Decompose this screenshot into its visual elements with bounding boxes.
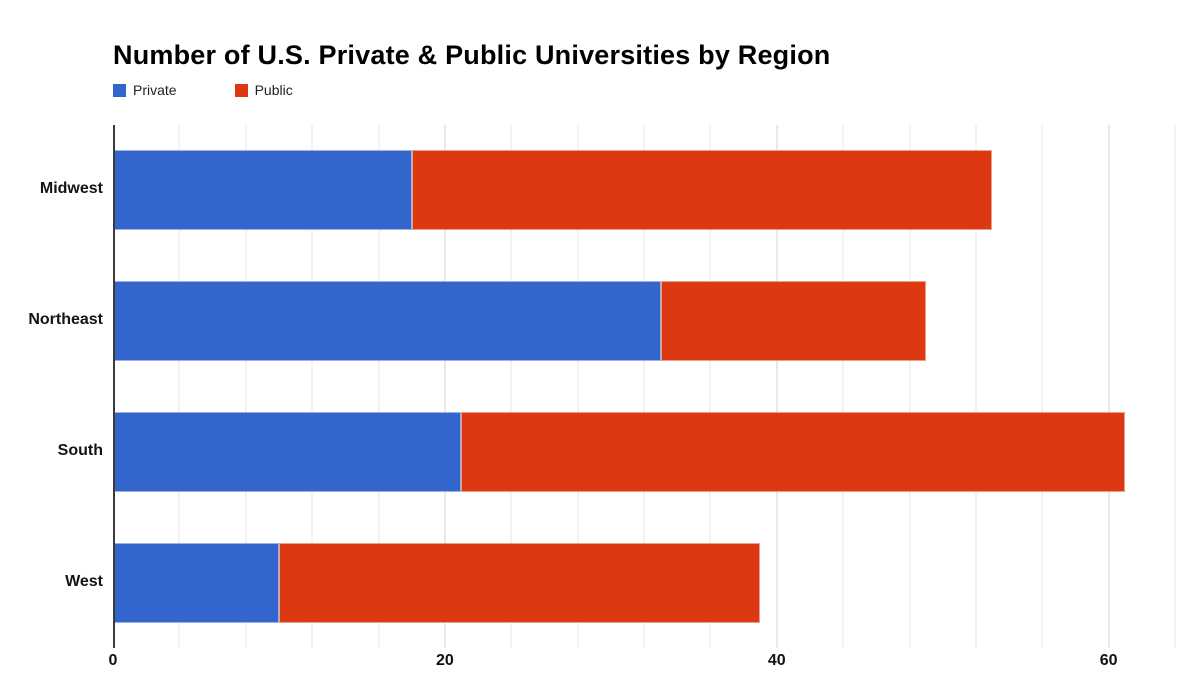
minor-gridline bbox=[709, 125, 712, 648]
bar-segment-northeast-public bbox=[660, 281, 927, 362]
x-tick-label-60: 60 bbox=[1099, 652, 1118, 669]
major-gridline bbox=[443, 125, 446, 648]
minor-gridline bbox=[510, 125, 513, 648]
legend: Private Public bbox=[113, 82, 293, 98]
legend-label-public: Public bbox=[254, 82, 293, 98]
bar-segment-south-public bbox=[461, 411, 1126, 492]
minor-gridline bbox=[576, 125, 579, 648]
minor-gridline bbox=[1041, 125, 1044, 648]
x-tick-label-0: 0 bbox=[108, 652, 118, 669]
bar-segment-midwest-public bbox=[411, 150, 993, 231]
bar-segment-south-private bbox=[113, 411, 462, 492]
category-label-south: South bbox=[57, 441, 103, 459]
minor-gridline bbox=[643, 125, 646, 648]
category-label-northeast: Northeast bbox=[28, 311, 103, 329]
bar-south bbox=[113, 411, 1126, 492]
bar-segment-west-public bbox=[278, 542, 761, 623]
bar-segment-northeast-private bbox=[113, 281, 661, 362]
category-label-west: West bbox=[65, 572, 103, 590]
legend-item-public: Public bbox=[234, 82, 293, 98]
x-tick-label-40: 40 bbox=[767, 652, 786, 669]
bar-segment-west-private bbox=[113, 542, 279, 623]
minor-gridline bbox=[842, 125, 845, 648]
minor-gridline bbox=[974, 125, 977, 648]
bar-midwest bbox=[113, 150, 993, 231]
y-axis-line bbox=[113, 125, 115, 648]
bar-west bbox=[113, 542, 761, 623]
legend-label-private: Private bbox=[133, 82, 177, 98]
legend-item-private: Private bbox=[113, 82, 177, 98]
plot-area bbox=[113, 125, 1185, 648]
minor-gridline bbox=[1174, 125, 1177, 648]
minor-gridline bbox=[377, 125, 380, 648]
public-swatch-icon bbox=[234, 83, 248, 97]
chart-title: Number of U.S. Private & Public Universi… bbox=[113, 40, 831, 70]
minor-gridline bbox=[244, 125, 247, 648]
bar-northeast bbox=[113, 281, 927, 362]
major-gridline bbox=[1107, 125, 1110, 648]
minor-gridline bbox=[311, 125, 314, 648]
minor-gridline bbox=[908, 125, 911, 648]
category-label-midwest: Midwest bbox=[39, 180, 103, 198]
major-gridline bbox=[775, 125, 778, 648]
x-tick-label-20: 20 bbox=[435, 652, 454, 669]
minor-gridline bbox=[178, 125, 181, 648]
private-swatch-icon bbox=[113, 83, 126, 97]
bar-segment-midwest-private bbox=[113, 150, 412, 231]
